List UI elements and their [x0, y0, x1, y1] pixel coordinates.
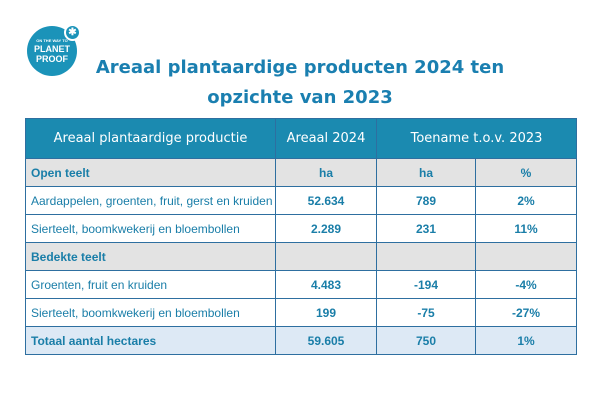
- cell-area: 4.483: [275, 270, 377, 299]
- cell-change-ha: 231: [376, 214, 476, 243]
- table-header: Areaal plantaardige productie Areaal 202…: [25, 118, 577, 159]
- cell-change-ha: [376, 242, 476, 271]
- cell-area: 52.634: [275, 186, 377, 215]
- planet-proof-logo: ON THE WAY TO PLANET PROOF ✱: [27, 24, 81, 76]
- cell-change-ha: -194: [376, 270, 476, 299]
- cell-area: 199: [275, 298, 377, 327]
- cell-change-ha: ha: [376, 158, 476, 187]
- logo-tagline: ON THE WAY TO: [36, 38, 68, 43]
- data-table: Areaal plantaardige productie Areaal 202…: [25, 118, 577, 355]
- total-row: Totaal aantal hectares 59.605 750 1%: [25, 326, 577, 355]
- cell-label: Bedekte teelt: [25, 242, 276, 271]
- table-row: Aardappelen, groenten, fruit, gerst en k…: [25, 186, 577, 215]
- header-increase: Toename t.o.v. 2023: [376, 118, 577, 159]
- header-production: Areaal plantaardige productie: [25, 118, 276, 159]
- cell-area: [275, 242, 377, 271]
- page-title: Areaal plantaardige producten 2024 ten o…: [95, 57, 505, 108]
- cell-change-pct: -4%: [475, 270, 577, 299]
- cell-change-pct: 2%: [475, 186, 577, 215]
- logo-line1: PLANET: [34, 44, 70, 54]
- table-row: Sierteelt, boomkwekerij en bloembollen 2.…: [25, 214, 577, 243]
- table-row: Sierteelt, boomkwekerij en bloembollen 19…: [25, 298, 577, 327]
- cell-label: Groenten, fruit en kruiden: [25, 270, 276, 299]
- table-row: Groenten, fruit en kruiden 4.483 -194 -4%: [25, 270, 577, 299]
- cell-area: ha: [275, 158, 377, 187]
- cell-change-pct: 1%: [475, 326, 577, 355]
- cell-area: 59.605: [275, 326, 377, 355]
- header-area-2024: Areaal 2024: [275, 118, 377, 159]
- cell-change-ha: 750: [376, 326, 476, 355]
- cell-change-ha: -75: [376, 298, 476, 327]
- star-icon: ✱: [64, 24, 81, 41]
- section-row: Open teelt ha ha%: [25, 158, 577, 187]
- cell-change-pct: [475, 242, 577, 271]
- cell-change-ha: 789: [376, 186, 476, 215]
- cell-label: Sierteelt, boomkwekerij en bloembollen: [25, 214, 276, 243]
- cell-label: Sierteelt, boomkwekerij en bloembollen: [25, 298, 276, 327]
- cell-area: 2.289: [275, 214, 377, 243]
- cell-change-pct: %: [475, 158, 577, 187]
- cell-label: Aardappelen, groenten, fruit, gerst en k…: [25, 186, 276, 215]
- logo-line2: PROOF: [35, 54, 68, 64]
- cell-label: Open teelt: [25, 158, 276, 187]
- cell-change-pct: -27%: [475, 298, 577, 327]
- cell-change-pct: 11%: [475, 214, 577, 243]
- section-row: Bedekte teelt: [25, 242, 577, 271]
- cell-label: Totaal aantal hectares: [25, 326, 276, 355]
